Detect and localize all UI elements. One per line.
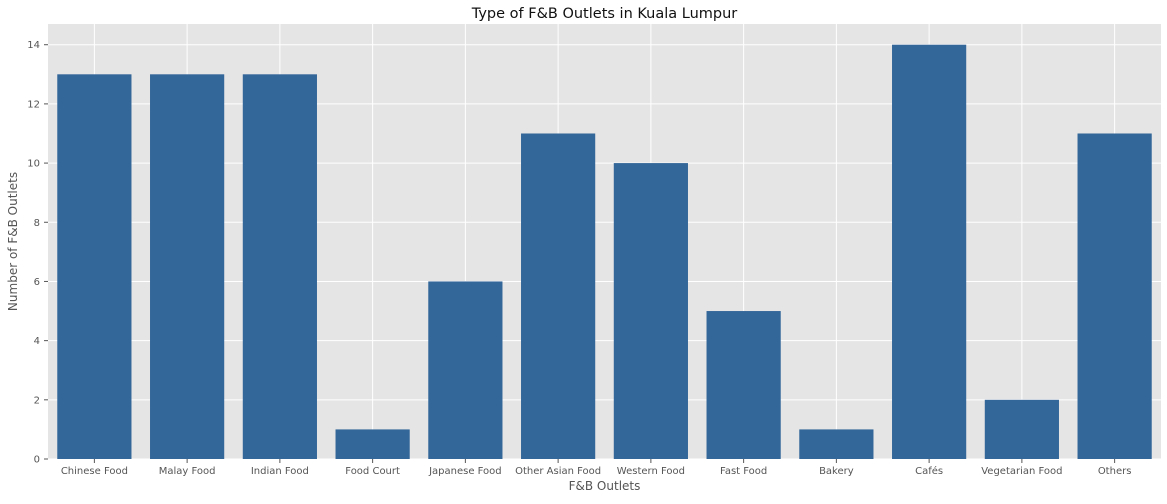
x-tick-label: Chinese Food [61, 466, 128, 477]
bar [613, 163, 688, 459]
y-tick-label: 8 [34, 218, 40, 229]
x-tick-label: Food Court [345, 466, 400, 477]
x-tick-label: Others [1098, 466, 1132, 477]
bar [242, 74, 317, 459]
y-tick-label: 2 [34, 395, 40, 406]
y-tick-label: 10 [27, 159, 40, 170]
x-tick-label: Indian Food [251, 466, 309, 477]
bar [892, 44, 967, 459]
y-axis-label: Number of F&B Outlets [6, 172, 20, 311]
x-tick-label: Bakery [819, 466, 854, 477]
bar [984, 399, 1059, 459]
x-tick-label: Vegetarian Food [981, 466, 1062, 477]
x-tick-label: Cafés [915, 465, 943, 477]
plot-area [48, 24, 1161, 459]
y-tick-label: 4 [34, 336, 40, 347]
bar [335, 429, 410, 459]
x-axis-label: F&B Outlets [569, 479, 641, 493]
bar [799, 429, 874, 459]
bar [1077, 133, 1152, 459]
bars [57, 44, 1152, 459]
y-tick-label: 12 [27, 99, 40, 110]
x-axis-ticks: Chinese Food Malay Food Indian Food Food Co… [61, 459, 1132, 477]
bar [57, 74, 132, 459]
x-tick-label: Japanese Food [428, 466, 502, 477]
bar [428, 281, 503, 459]
x-tick-label: Malay Food [159, 466, 216, 477]
y-tick-label: 14 [27, 40, 40, 51]
chart-title: Type of F&B Outlets in Kuala Lumpur [471, 6, 738, 22]
x-tick-label: Fast Food [720, 466, 767, 477]
bar [521, 133, 596, 459]
y-axis-ticks: 0 2 4 6 8 10 12 14 [27, 40, 48, 466]
x-tick-label: Other Asian Food [515, 466, 601, 477]
bar [706, 311, 781, 459]
x-tick-label: Western Food [617, 466, 685, 477]
bar [150, 74, 225, 459]
y-tick-label: 6 [34, 277, 40, 288]
y-tick-label: 0 [34, 455, 40, 466]
